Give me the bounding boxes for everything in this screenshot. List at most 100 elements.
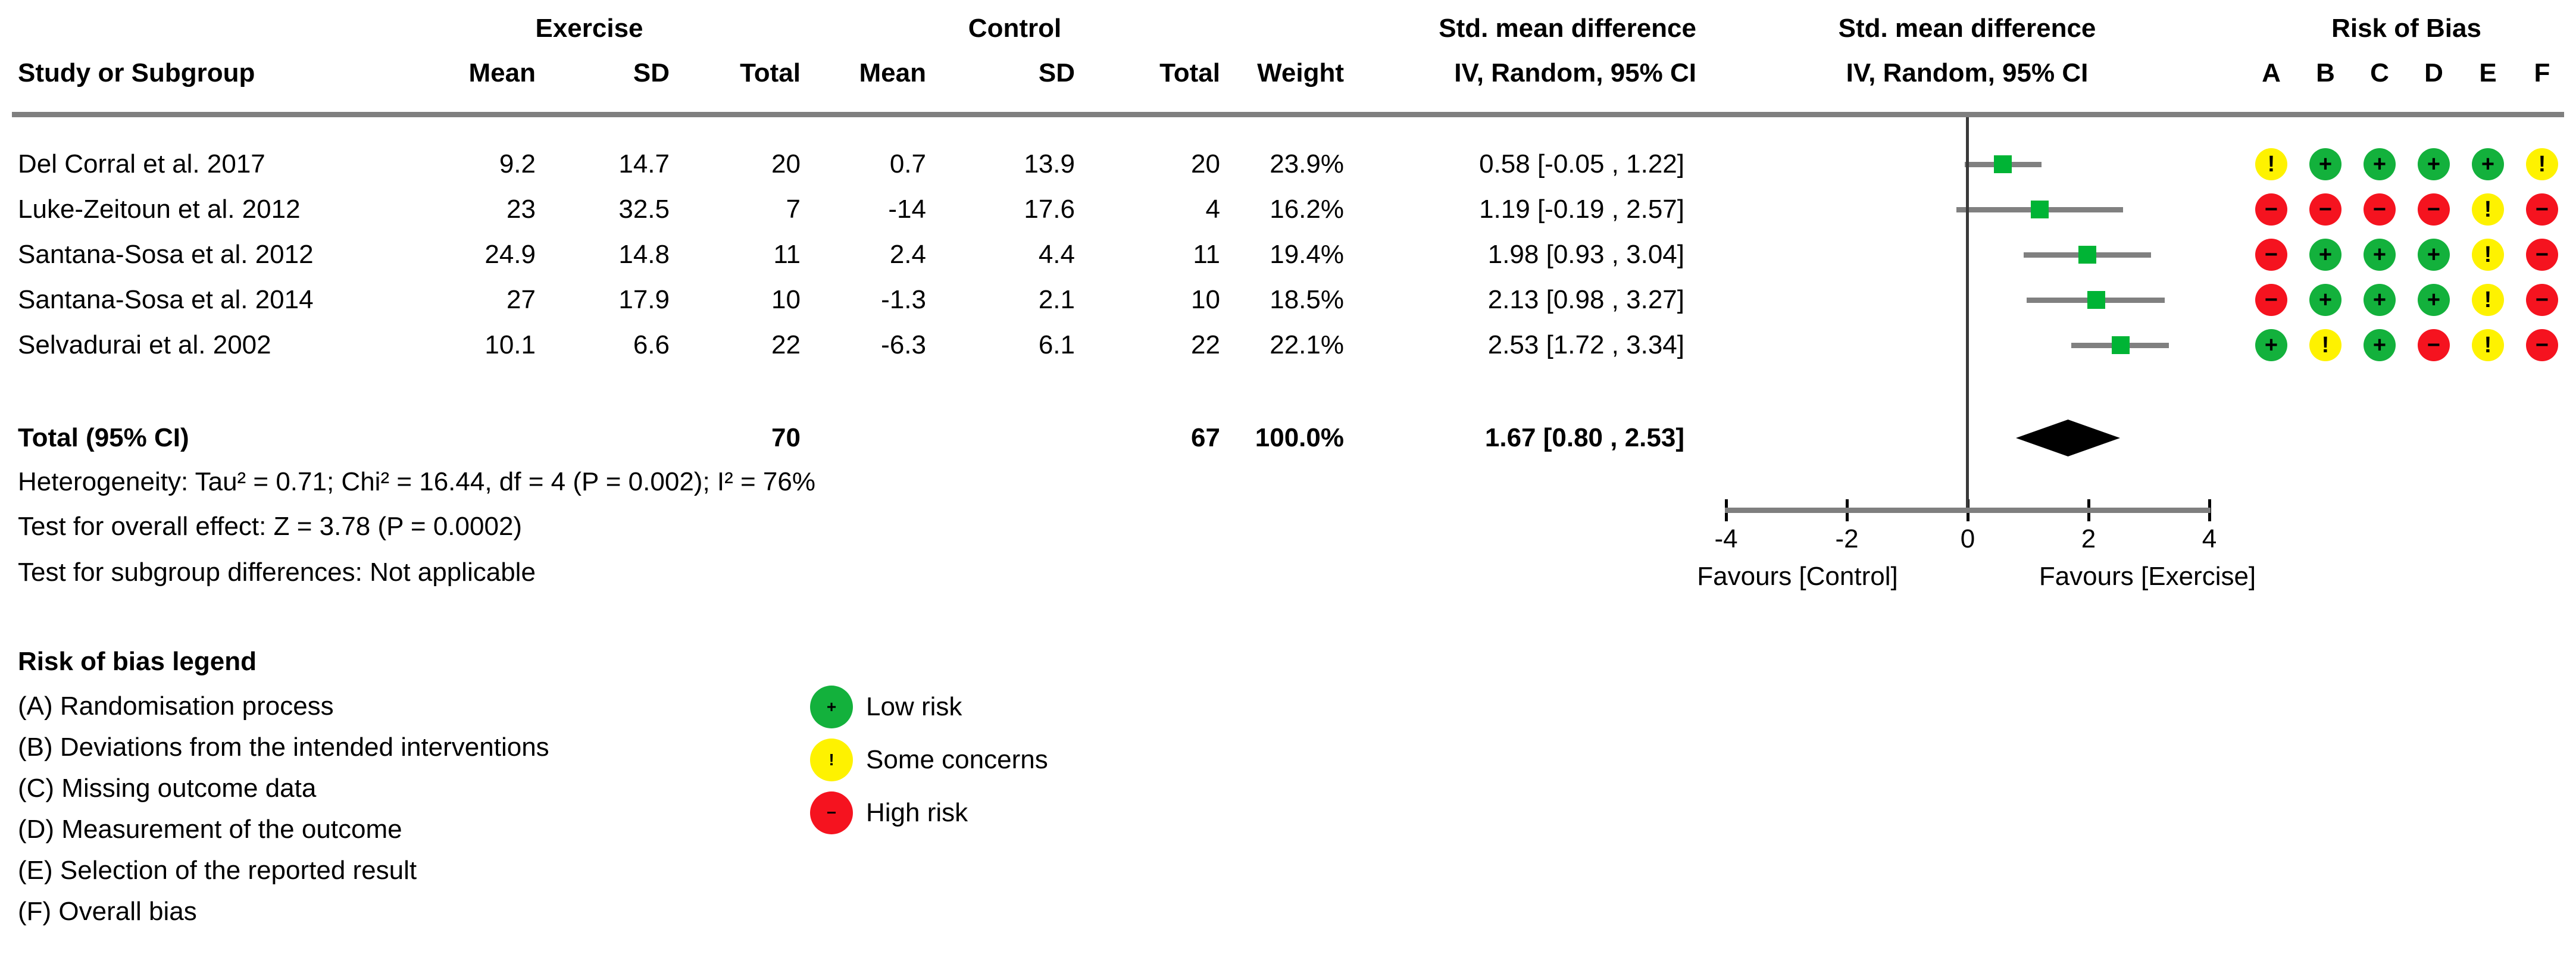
control-total-header: Total <box>1159 58 1220 87</box>
c-mean-cell: -6.3 <box>881 330 926 359</box>
weight-cell: 19.4% <box>1270 240 1344 269</box>
axis-tick-label: 0 <box>1960 524 1975 553</box>
rob-low-icon: + <box>2309 284 2341 316</box>
rob-some-icon: ! <box>2309 329 2341 361</box>
ci-text-cell: 0.58 [-0.05 , 1.22] <box>1479 149 1684 179</box>
total-control-n: 67 <box>1191 423 1220 452</box>
subgroup-diff-line: Test for subgroup differences: Not appli… <box>18 558 536 587</box>
heterogeneity-line: Heterogeneity: Tau² = 0.71; Chi² = 16.44… <box>18 467 815 496</box>
favours-exercise-label: Favours [Exercise] <box>2039 562 2256 591</box>
rob-high-icon: − <box>2526 193 2558 226</box>
rob-high-icon: − <box>2364 193 2396 226</box>
rob-high-icon: − <box>2255 239 2287 271</box>
ex-mean-cell: 23 <box>507 195 536 224</box>
rob-col-b-header: B <box>2316 58 2335 87</box>
plot-column-subtitle: IV, Random, 95% CI <box>1846 58 2089 87</box>
rob-low-icon: + <box>2309 148 2341 180</box>
ex-total-cell: 22 <box>771 330 801 359</box>
legend-high-icon: − <box>810 791 853 834</box>
rob-low-icon: + <box>2418 148 2450 180</box>
weight-column-header: Weight <box>1257 58 1344 87</box>
study-name: Selvadurai et al. 2002 <box>18 330 271 359</box>
ci-text-cell: 1.98 [0.93 , 3.04] <box>1487 240 1684 269</box>
effect-point-square <box>2112 336 2130 354</box>
ex-total-cell: 10 <box>771 285 801 314</box>
c-mean-cell: -1.3 <box>881 285 926 314</box>
exercise-total-header: Total <box>740 58 801 87</box>
exercise-sd-header: SD <box>633 58 670 87</box>
rob-high-icon: − <box>2526 239 2558 271</box>
control-sd-header: SD <box>1038 58 1075 87</box>
effect-point-square <box>2087 291 2105 309</box>
rob-col-c-header: C <box>2370 58 2389 87</box>
rob-high-icon: − <box>2255 284 2287 316</box>
legend-some-icon: ! <box>810 739 853 781</box>
total-weight: 100.0% <box>1255 423 1344 452</box>
c-sd-cell: 13.9 <box>1024 149 1075 179</box>
weight-cell: 23.9% <box>1270 149 1344 179</box>
ex-mean-cell: 10.1 <box>484 330 536 359</box>
rob-low-icon: + <box>2309 239 2341 271</box>
study-name: Santana-Sosa et al. 2014 <box>18 285 314 314</box>
rob-some-icon: ! <box>2472 193 2504 226</box>
rob-some-icon: ! <box>2472 284 2504 316</box>
ex-total-cell: 7 <box>786 195 801 224</box>
total-exercise-n: 70 <box>771 423 801 452</box>
weight-cell: 16.2% <box>1270 195 1344 224</box>
study-name: Santana-Sosa et al. 2012 <box>18 240 314 269</box>
rob-legend-item-c: (C) Missing outcome data <box>18 774 317 803</box>
c-total-cell: 22 <box>1191 330 1220 359</box>
ex-total-cell: 20 <box>771 149 801 179</box>
rob-high-icon: − <box>2526 284 2558 316</box>
rob-low-icon: + <box>2364 239 2396 271</box>
ci-text-cell: 1.19 [-0.19 , 2.57] <box>1479 195 1684 224</box>
axis-tick-label: 2 <box>2081 524 2096 553</box>
control-mean-header: Mean <box>859 58 926 87</box>
weight-cell: 18.5% <box>1270 285 1344 314</box>
c-sd-cell: 2.1 <box>1038 285 1075 314</box>
rob-legend-title: Risk of bias legend <box>18 647 257 676</box>
legend-low-label: Low risk <box>866 692 962 721</box>
rob-some-icon: ! <box>2472 329 2504 361</box>
exercise-mean-header: Mean <box>468 58 536 87</box>
x-axis <box>1725 508 2211 513</box>
rob-legend-item-e: (E) Selection of the reported result <box>18 856 417 885</box>
axis-tick-label: -2 <box>1835 524 1859 553</box>
rob-low-icon: + <box>2364 329 2396 361</box>
c-sd-cell: 4.4 <box>1038 240 1075 269</box>
rob-legend-item-b: (B) Deviations from the intended interve… <box>18 733 549 762</box>
study-name: Luke-Zeitoun et al. 2012 <box>18 195 301 224</box>
effect-point-square <box>2031 201 2049 218</box>
rob-low-icon: + <box>2418 284 2450 316</box>
study-column-header: Study or Subgroup <box>18 58 255 87</box>
c-mean-cell: 0.7 <box>889 149 926 179</box>
overall-effect-line: Test for overall effect: Z = 3.78 (P = 0… <box>18 512 523 541</box>
zero-effect-line <box>1966 117 1969 510</box>
c-sd-cell: 17.6 <box>1024 195 1075 224</box>
rob-legend-item-f: (F) Overall bias <box>18 897 197 926</box>
ex-mean-cell: 27 <box>507 285 536 314</box>
weight-cell: 22.1% <box>1270 330 1344 359</box>
axis-tick-label: 4 <box>2202 524 2217 553</box>
effect-point-square <box>2078 246 2096 264</box>
ex-sd-cell: 32.5 <box>618 195 670 224</box>
favours-control-label: Favours [Control] <box>1697 562 1898 591</box>
total-effect-text: 1.67 [0.80 , 2.53] <box>1484 423 1684 452</box>
ex-mean-cell: 9.2 <box>499 149 536 179</box>
rob-high-icon: − <box>2418 193 2450 226</box>
rob-col-f-header: F <box>2534 58 2550 87</box>
rob-high-icon: − <box>2309 193 2341 226</box>
smd-column-title: Std. mean difference <box>1439 14 1696 43</box>
risk-of-bias-title: Risk of Bias <box>2331 14 2481 43</box>
ex-total-cell: 11 <box>773 240 801 269</box>
pooled-effect-diamond <box>2016 420 2120 456</box>
ex-sd-cell: 6.6 <box>633 330 670 359</box>
rob-low-icon: + <box>2364 284 2396 316</box>
rob-col-e-header: E <box>2479 58 2497 87</box>
legend-some-label: Some concerns <box>866 745 1048 774</box>
ci-text-cell: 2.13 [0.98 , 3.27] <box>1487 285 1684 314</box>
ex-sd-cell: 17.9 <box>618 285 670 314</box>
c-sd-cell: 6.1 <box>1038 330 1075 359</box>
rob-low-icon: + <box>2472 148 2504 180</box>
legend-high-label: High risk <box>866 798 968 827</box>
